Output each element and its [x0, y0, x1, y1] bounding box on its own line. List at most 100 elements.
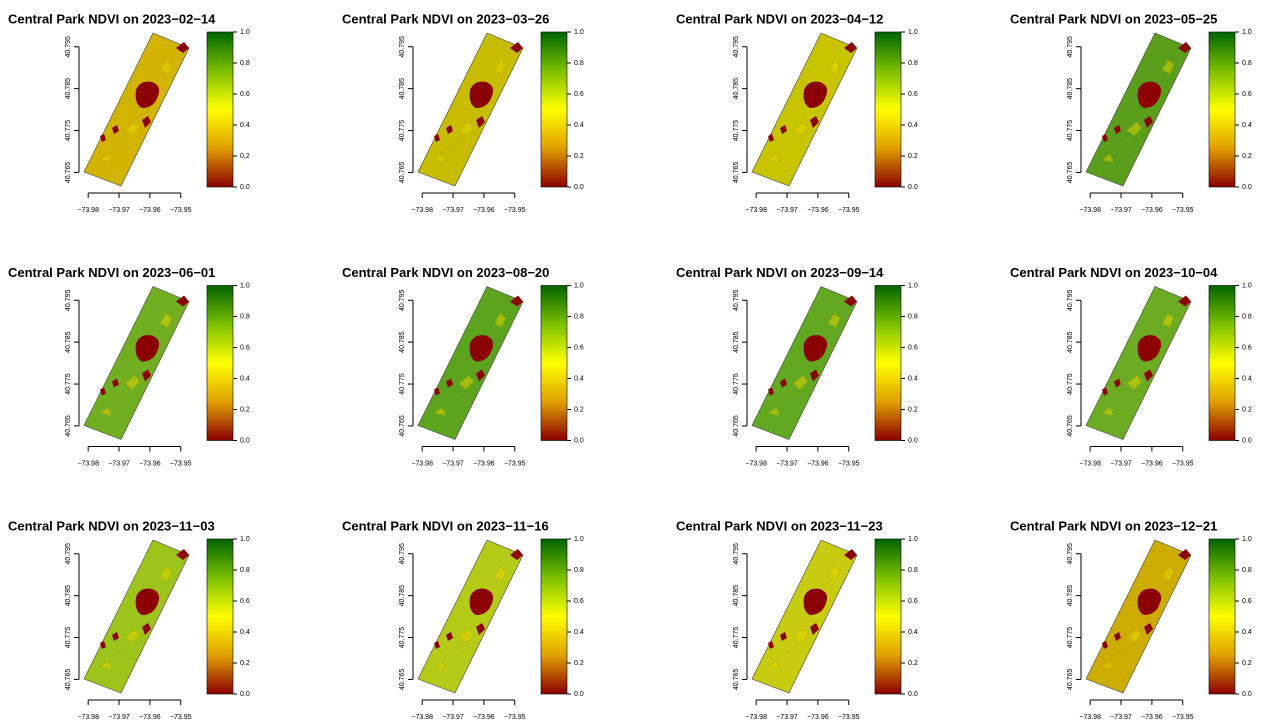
park-raster — [751, 539, 858, 694]
colorbar-tick-label: 0.4 — [908, 122, 918, 129]
colorbar-tick-label: 0.0 — [240, 691, 250, 698]
colorbar-tick-label: 0.2 — [1242, 153, 1252, 160]
y-tick-label: 40.785 — [1067, 78, 1074, 100]
y-tick-label: 40.785 — [1067, 585, 1074, 607]
colorbar-tick-label: 0.6 — [574, 344, 584, 351]
reservoir — [803, 335, 828, 362]
panel: Central Park NDVI on 2023−05−25 −73.98 −73… — [1010, 11, 1252, 213]
x-tick-label: −73.98 — [745, 714, 767, 721]
park-texture — [767, 59, 841, 163]
y-tick-label: 40.765 — [733, 669, 740, 691]
panel: Central Park NDVI on 2023−10−04 −73.98 −73… — [1010, 265, 1252, 467]
panel-title: Central Park NDVI on 2023−11−23 — [676, 518, 883, 533]
x-tick-label: −73.98 — [411, 714, 433, 721]
x-tick-label: −73.98 — [411, 207, 433, 214]
colorbar-tick-label: 0.4 — [574, 629, 584, 636]
reservoir — [1137, 588, 1162, 615]
colorbar-tick-label: 0.2 — [908, 153, 918, 160]
y-tick-label: 40.775 — [733, 627, 740, 649]
x-tick-label: −73.97 — [108, 460, 130, 467]
colorbar-tick-label: 1.0 — [574, 282, 584, 289]
colorbar — [1208, 31, 1236, 188]
y-tick-label: 40.795 — [399, 36, 406, 58]
panel: Central Park NDVI on 2023−11−03 −73.98 −73… — [8, 518, 250, 720]
park-raster — [417, 539, 524, 694]
x-tick-label: −73.95 — [504, 714, 526, 721]
colorbar — [206, 538, 234, 695]
y-tick-label: 40.795 — [65, 543, 72, 565]
colorbar-tick-label: 0.6 — [908, 91, 918, 98]
colorbar — [874, 31, 902, 188]
park-raster — [751, 32, 858, 187]
colorbar — [1208, 285, 1236, 441]
panel-title: Central Park NDVI on 2023−06−01 — [8, 265, 215, 280]
x-tick-label: −73.96 — [139, 714, 161, 721]
colorbar-tick-label: 0.6 — [574, 598, 584, 605]
colorbar-tick-label: 0.4 — [908, 629, 918, 636]
y-tick-label: 40.795 — [733, 289, 740, 311]
reservoir — [135, 335, 160, 362]
colorbar-tick-label: 0.0 — [908, 691, 918, 698]
x-tick-label: −73.95 — [170, 460, 192, 467]
colorbar-tick-label: 0.0 — [574, 437, 584, 444]
colorbar-tick-label: 0.0 — [1242, 437, 1252, 444]
park-raster — [83, 286, 190, 440]
dark-patches — [100, 42, 189, 142]
colorbar-tick-label: 0.8 — [1242, 313, 1252, 320]
panel-title: Central Park NDVI on 2023−02−14 — [8, 11, 216, 26]
y-tick-label: 40.795 — [399, 289, 406, 311]
colorbar-tick-label: 0.2 — [908, 406, 918, 413]
panel: Central Park NDVI on 2023−06−01 −73.98 −73… — [8, 265, 250, 467]
park-texture — [1101, 313, 1175, 416]
x-tick-label: −73.97 — [442, 460, 464, 467]
x-tick-label: −73.96 — [473, 207, 495, 214]
colorbar-tick-label: 0.8 — [574, 567, 584, 574]
colorbar-tick-label: 0.0 — [908, 184, 918, 191]
colorbar-tick-label: 0.4 — [240, 375, 250, 382]
panel-title: Central Park NDVI on 2023−04−12 — [676, 11, 883, 26]
colorbar-tick-label: 1.0 — [1242, 282, 1252, 289]
park-raster — [751, 286, 858, 440]
colorbar-tick-label: 0.4 — [1242, 375, 1252, 382]
colorbar-tick-label: 0.0 — [240, 437, 250, 444]
y-tick-label: 40.765 — [399, 669, 406, 691]
x-tick-label: −73.98 — [411, 460, 433, 467]
park-raster — [83, 539, 190, 694]
colorbar-tick-label: 1.0 — [574, 29, 584, 36]
reservoir — [469, 81, 494, 108]
x-tick-label: −73.98 — [77, 460, 99, 467]
x-tick-label: −73.95 — [838, 714, 860, 721]
colorbar-tick-label: 0.8 — [574, 313, 584, 320]
y-tick-label: 40.785 — [733, 331, 740, 353]
colorbar — [874, 285, 902, 441]
colorbar — [540, 31, 568, 188]
dark-patches — [768, 295, 857, 396]
colorbar-tick-label: 0.4 — [240, 122, 250, 129]
colorbar-tick-label: 0.6 — [240, 344, 250, 351]
y-tick-label: 40.765 — [65, 669, 72, 691]
colorbar-tick-label: 0.0 — [1242, 184, 1252, 191]
colorbar-tick-label: 1.0 — [908, 282, 918, 289]
colorbar-tick-label: 1.0 — [240, 536, 250, 543]
colorbar — [540, 285, 568, 441]
colorbar-tick-label: 0.0 — [1242, 691, 1252, 698]
y-tick-label: 40.785 — [733, 78, 740, 100]
x-tick-label: −73.98 — [77, 714, 99, 721]
x-tick-label: −73.96 — [473, 714, 495, 721]
reservoir — [469, 335, 494, 362]
park-texture — [99, 313, 173, 416]
colorbar-tick-label: 0.4 — [574, 375, 584, 382]
panel: Central Park NDVI on 2023−12−21 −73.98 −73… — [1010, 518, 1252, 720]
park-raster — [83, 32, 190, 187]
panel: Central Park NDVI on 2023−04−12 −73.98 −73… — [676, 11, 918, 213]
y-tick-label: 40.775 — [399, 373, 406, 395]
park-raster — [1085, 286, 1192, 440]
colorbar-tick-label: 0.2 — [1242, 406, 1252, 413]
reservoir — [469, 588, 494, 615]
panel: Central Park NDVI on 2023−03−26 −73.98 −73… — [342, 11, 584, 213]
colorbar-tick-label: 1.0 — [908, 536, 918, 543]
colorbar-tick-label: 0.6 — [1242, 344, 1252, 351]
park-raster — [1085, 539, 1192, 694]
y-tick-label: 40.795 — [733, 36, 740, 58]
